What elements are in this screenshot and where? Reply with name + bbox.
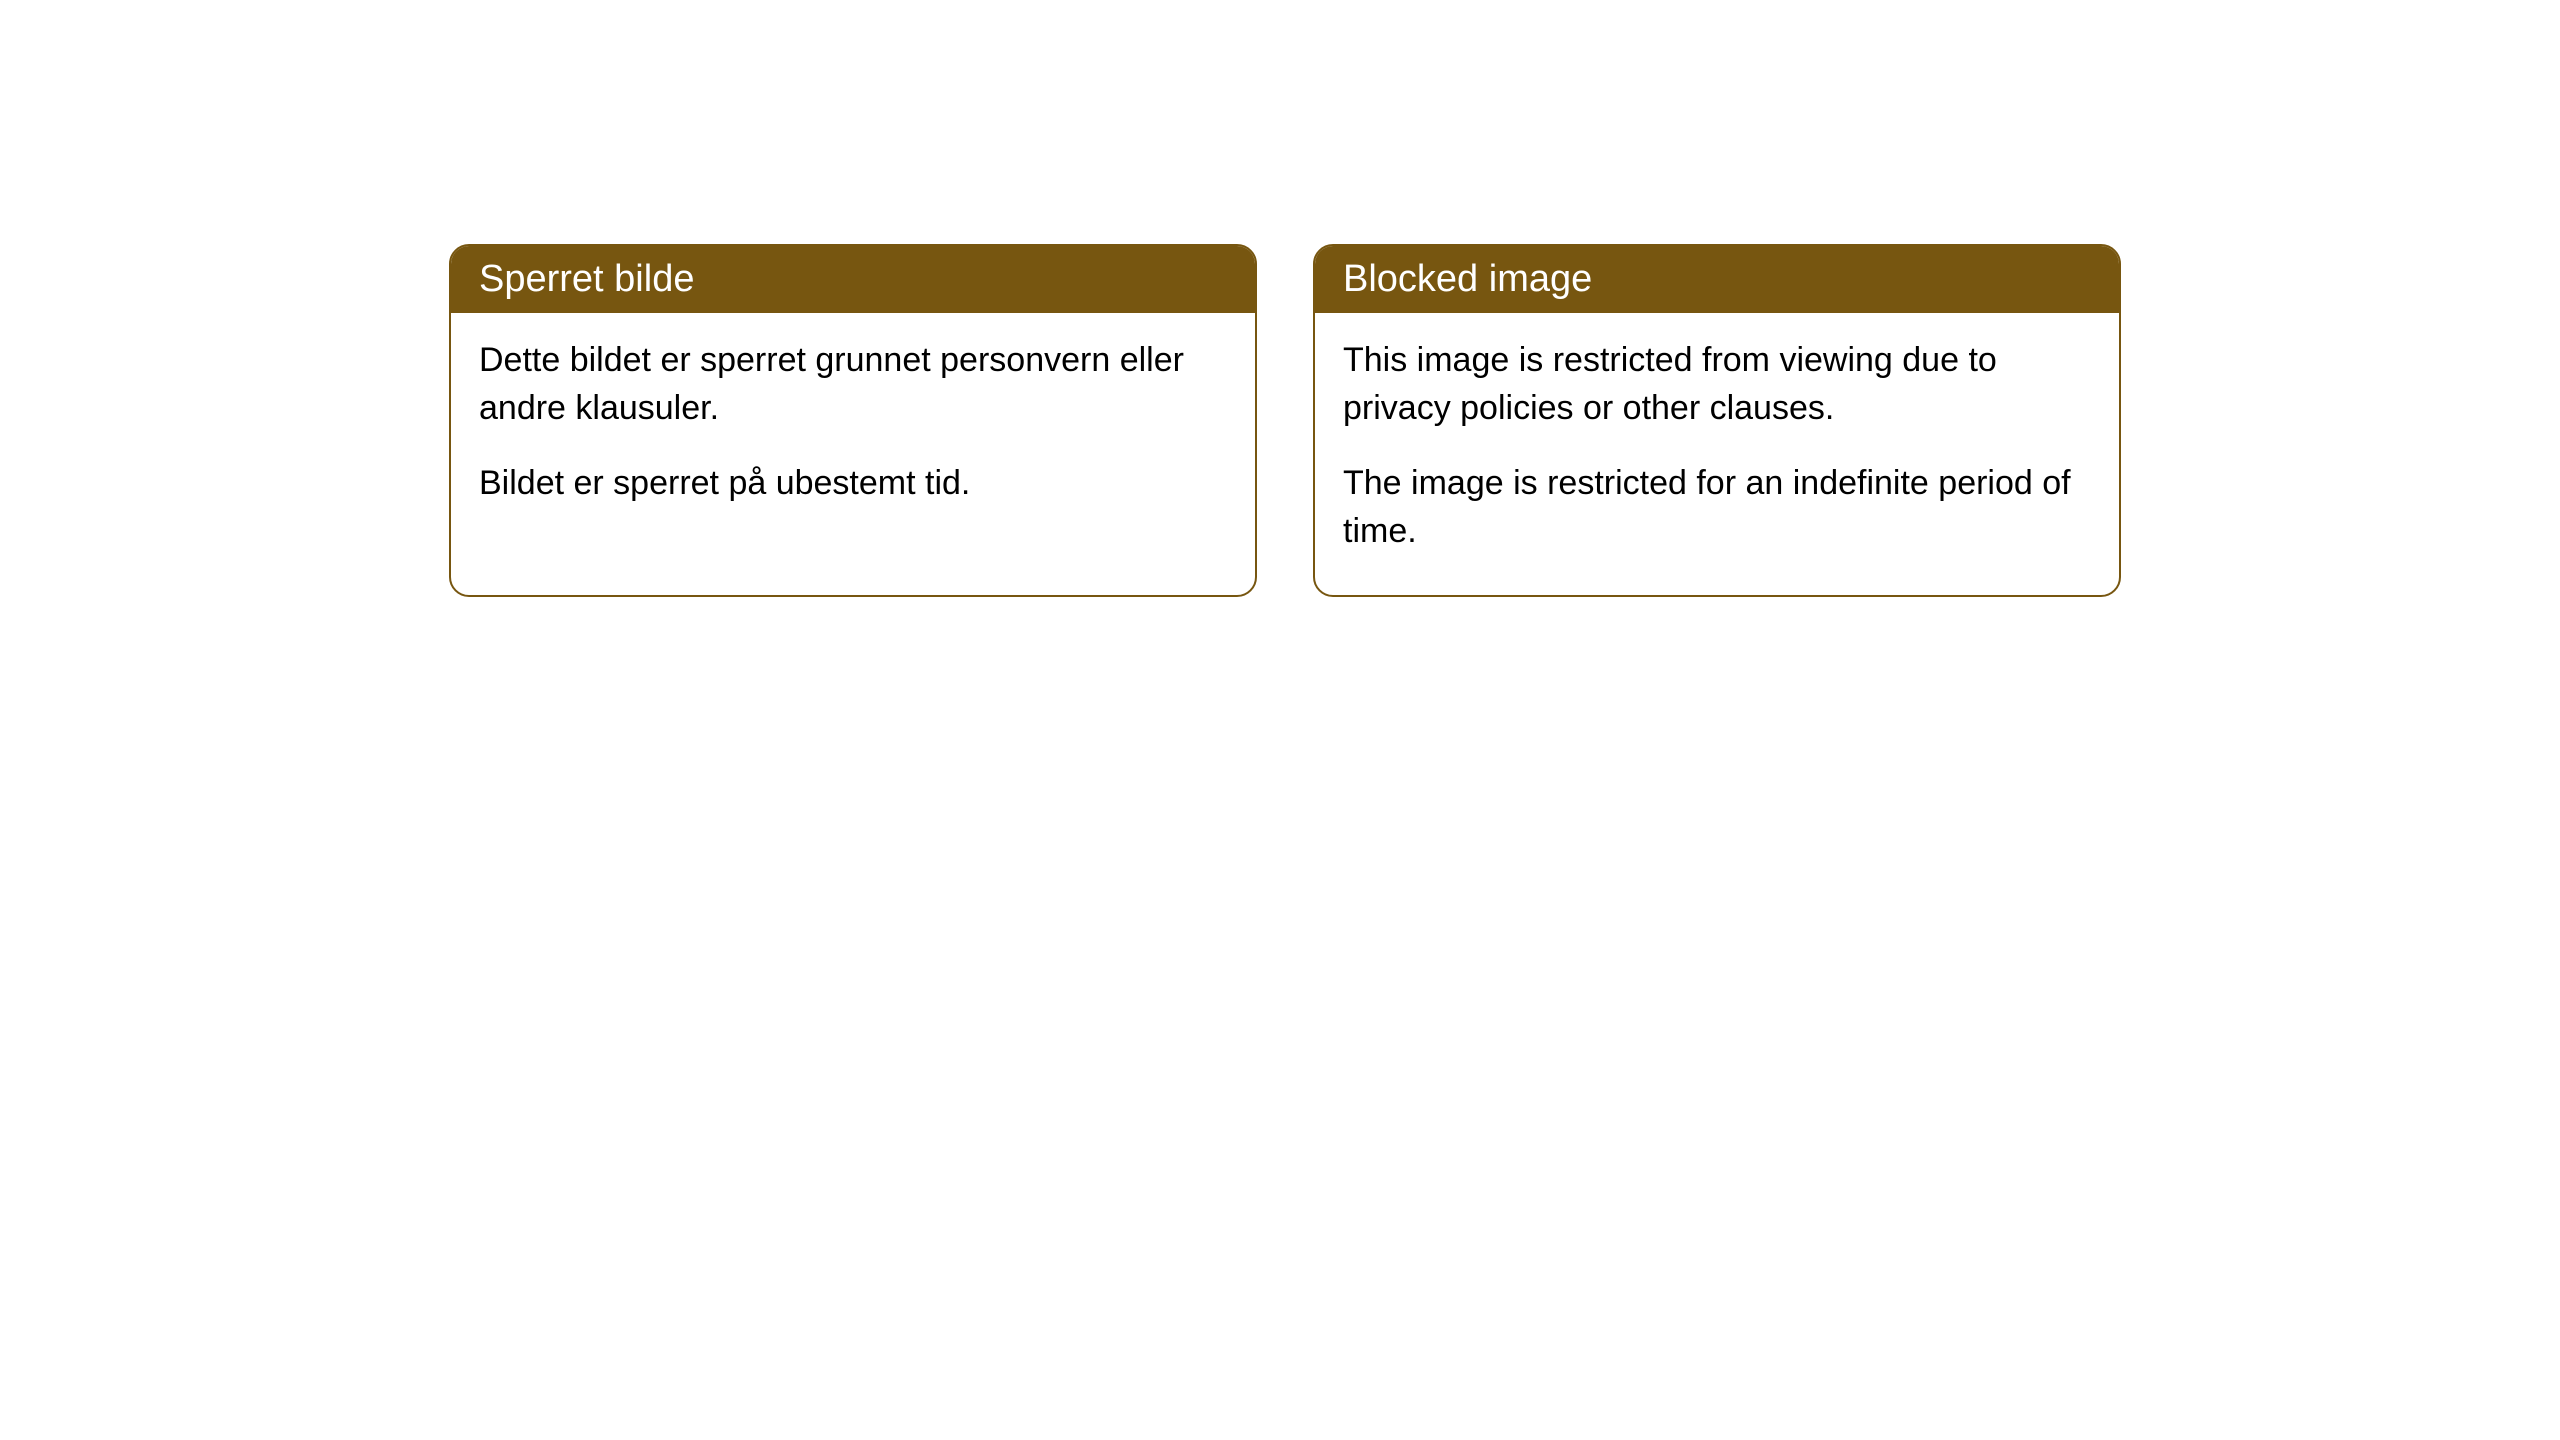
card-title: Sperret bilde	[479, 258, 694, 300]
notice-card-norwegian: Sperret bilde Dette bildet er sperret gr…	[449, 244, 1257, 597]
card-paragraph: This image is restricted from viewing du…	[1343, 337, 2091, 432]
card-paragraph: Bildet er sperret på ubestemt tid.	[479, 460, 1227, 508]
card-body: Dette bildet er sperret grunnet personve…	[451, 313, 1255, 548]
card-paragraph: The image is restricted for an indefinit…	[1343, 460, 2091, 555]
card-header: Sperret bilde	[451, 246, 1255, 313]
card-header: Blocked image	[1315, 246, 2119, 313]
card-paragraph: Dette bildet er sperret grunnet personve…	[479, 337, 1227, 432]
card-title: Blocked image	[1343, 258, 1592, 300]
notice-card-english: Blocked image This image is restricted f…	[1313, 244, 2121, 597]
notice-cards-container: Sperret bilde Dette bildet er sperret gr…	[449, 244, 2121, 597]
card-body: This image is restricted from viewing du…	[1315, 313, 2119, 595]
